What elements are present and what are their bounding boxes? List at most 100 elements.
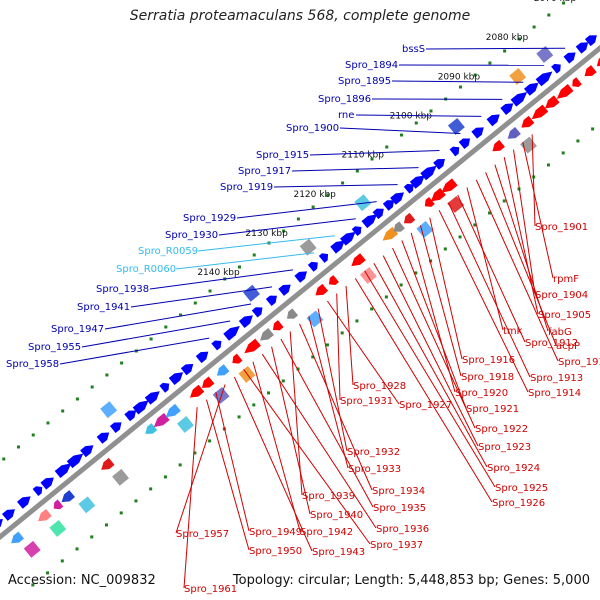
leader-line (522, 141, 554, 279)
scale-dot (488, 211, 492, 215)
reverse-gene-arrow (232, 353, 243, 364)
forward-gene-arrow (420, 165, 437, 181)
forward-gene-arrow (551, 63, 561, 74)
leader-line (438, 209, 529, 393)
gene-label-spro_1929: Spro_1929 (183, 213, 236, 224)
leader-line (391, 80, 524, 83)
forward-gene-arrow (1, 509, 15, 521)
scale-dot (208, 289, 212, 293)
gene-label-spro_1957: Spro_1957 (176, 529, 229, 540)
scale-label: 2080 kbp (486, 33, 529, 43)
feature-block (354, 194, 372, 212)
leader-line (485, 172, 557, 346)
feature-block (23, 540, 41, 558)
scale-dot (562, 1, 566, 5)
forward-gene-arrow (318, 253, 329, 263)
reverse-gene-arrow (101, 457, 115, 470)
forward-gene-arrow (433, 158, 445, 170)
scale-dot (163, 475, 167, 479)
feature-block (78, 496, 96, 514)
reverse-gene-arrow (165, 403, 181, 418)
scale-dot (532, 25, 536, 29)
reverse-gene-arrow (189, 384, 205, 398)
scale-dot (517, 37, 521, 41)
reverse-gene-arrow (61, 490, 75, 503)
forward-gene-arrow (40, 477, 54, 490)
scale-dot (193, 451, 197, 455)
reverse-gene-arrow (584, 65, 597, 77)
scale-dot (399, 283, 403, 287)
forward-gene-arrow (390, 192, 404, 205)
scale-dot (341, 181, 345, 185)
gene-label-spro_1937: Spro_1937 (370, 540, 423, 551)
scale-dot (355, 169, 359, 173)
leader-line (280, 338, 374, 508)
forward-gene-arrow (168, 372, 184, 386)
gene-label-spro_1923: Spro_1923 (478, 442, 531, 453)
leader-line (355, 114, 482, 117)
scale-dot (164, 325, 168, 329)
forward-gene-arrow (109, 422, 122, 434)
scale-dot (252, 253, 256, 257)
leader-line (429, 217, 463, 360)
forward-gene-arrow (584, 35, 597, 47)
forward-gene-arrow (195, 351, 209, 364)
gene-label-spro_1926: Spro_1926 (492, 498, 545, 509)
gene-label-spro_1930: Spro_1930 (165, 230, 218, 241)
gene-label-spro_1916: Spro_1916 (462, 355, 515, 366)
forward-gene-arrow (124, 410, 137, 422)
forward-gene-arrow (524, 82, 539, 96)
leader-line (419, 225, 462, 377)
gene-label-fabg: fabG (548, 327, 572, 338)
leader-line (104, 303, 252, 330)
leader-line (425, 47, 566, 50)
gene-label-spro_1943: Spro_1943 (312, 547, 365, 558)
gene-label-spro_1931: Spro_1931 (340, 396, 393, 407)
scale-dot (502, 199, 506, 203)
scale-dot (282, 229, 286, 233)
gene-label-spro_1917: Spro_1917 (238, 166, 291, 177)
scale-dot (311, 205, 315, 209)
reverse-gene-arrow (272, 320, 284, 331)
gene-label-spro_1913: Spro_1913 (530, 373, 583, 384)
gene-label-spro_1932: Spro_1932 (347, 447, 400, 458)
leader-line (345, 285, 354, 386)
gene-label-spro_1955: Spro_1955 (28, 342, 81, 353)
forward-gene-arrow (144, 391, 160, 405)
leader-line (243, 369, 371, 545)
forward-gene-arrow (211, 340, 222, 351)
leader-line (205, 399, 250, 551)
gene-label-spro_1940: Spro_1940 (310, 510, 363, 521)
reverse-gene-arrow (403, 212, 416, 224)
genome-title: Serratia proteamaculans 568, complete ge… (129, 8, 471, 24)
leader-line (503, 157, 539, 315)
scale-dot (414, 271, 418, 275)
feature-block (416, 221, 434, 238)
scale-dot (104, 523, 108, 527)
leader-line (392, 247, 476, 429)
forward-gene-arrow (340, 231, 356, 246)
gene-label-spro_1904: Spro_1904 (535, 290, 588, 301)
forward-gene-arrow (409, 175, 425, 189)
scale-dot (179, 313, 183, 317)
gene-label-spro_1938: Spro_1938 (96, 284, 149, 295)
reverse-gene-arrow (572, 77, 582, 87)
leader-line (273, 184, 398, 188)
scale-dot (591, 127, 595, 131)
feature-block (112, 468, 129, 486)
accession-label: Accession: NC_009832 (8, 573, 156, 588)
forward-gene-arrow (361, 214, 378, 229)
gene-label-spro_1894: Spro_1894 (345, 60, 398, 71)
gene-label-spro_1934: Spro_1934 (372, 486, 425, 497)
feature-block (100, 401, 118, 419)
reverse-gene-arrow (201, 376, 215, 388)
scale-dot (237, 415, 241, 419)
gene-label-spro_1918: Spro_1918 (461, 372, 514, 383)
topology-summary: Topology: circular; Length: 5,448,853 bp… (232, 573, 590, 588)
leader-line (271, 346, 311, 515)
gene-label-spro_1935: Spro_1935 (373, 503, 426, 514)
gene-label-spro_1910: Spro_1910 (558, 357, 600, 368)
leader-line (457, 194, 526, 343)
leader-line (531, 134, 536, 227)
scale-dot (296, 367, 300, 371)
